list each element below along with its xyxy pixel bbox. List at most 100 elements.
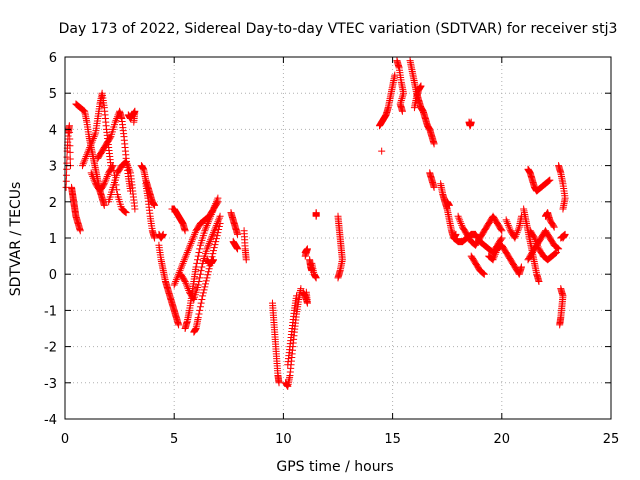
data-point <box>196 303 204 311</box>
data-point <box>86 142 94 150</box>
data-point <box>504 220 512 228</box>
data-point <box>204 218 212 226</box>
data-point <box>205 216 213 224</box>
data-point <box>194 314 202 322</box>
data-point <box>81 154 89 162</box>
y-tick-label: 6 <box>49 51 57 66</box>
data-point <box>211 225 219 233</box>
y-tick-label: 3 <box>49 160 57 175</box>
data-point <box>83 151 91 159</box>
data-point <box>202 225 210 233</box>
y-tick-label: -1 <box>44 304 57 319</box>
data-point <box>399 91 407 99</box>
data-point <box>215 226 223 234</box>
data-point <box>445 201 453 209</box>
data-point <box>91 178 99 186</box>
data-point <box>183 250 191 258</box>
data-point <box>200 286 208 294</box>
data-point <box>84 149 92 157</box>
data-point <box>66 142 74 150</box>
data-point <box>208 209 216 217</box>
data-point <box>211 241 219 249</box>
data-point <box>172 277 180 285</box>
data-point <box>108 163 116 171</box>
data-point <box>106 134 114 142</box>
data-point <box>185 286 193 294</box>
data-point <box>184 247 192 255</box>
data-point <box>203 274 211 282</box>
data-point <box>457 220 465 228</box>
y-tick-label: 5 <box>49 87 57 102</box>
data-point <box>89 136 97 144</box>
data-point <box>111 118 119 126</box>
data-point <box>195 310 203 318</box>
data-point <box>456 216 464 224</box>
data-point <box>491 250 499 258</box>
data-point <box>175 321 183 329</box>
data-point <box>550 223 558 231</box>
data-point <box>196 270 204 278</box>
data-point <box>489 256 497 264</box>
y-tick-label: -4 <box>44 413 57 428</box>
data-point <box>202 223 210 231</box>
data-point <box>88 171 96 179</box>
data-point <box>398 107 406 115</box>
axis-ticks: 0 5 10 15 20 25 -4 -3 -2 -1 0 1 2 3 4 5 6 <box>44 51 619 447</box>
data-point <box>90 133 98 141</box>
data-point <box>62 177 70 185</box>
data-point <box>102 174 110 182</box>
data-point <box>198 296 206 304</box>
y-tick-label: -3 <box>44 377 57 392</box>
data-point <box>180 258 188 266</box>
data-point <box>181 227 189 235</box>
y-tick-label: 2 <box>49 196 57 211</box>
x-tick-label: 10 <box>275 432 292 447</box>
data-point <box>301 252 309 260</box>
data-point <box>492 248 500 256</box>
data-point <box>497 235 505 243</box>
data-point <box>512 232 520 240</box>
data-point <box>101 178 109 186</box>
data-point <box>151 201 159 209</box>
data-point <box>184 285 192 293</box>
data-point <box>513 229 521 237</box>
data-point <box>121 208 129 216</box>
data-point <box>194 252 202 260</box>
data-point <box>532 238 540 246</box>
data-point <box>204 220 212 228</box>
data-point <box>554 244 562 252</box>
data-point <box>207 236 215 244</box>
data-point <box>188 238 196 246</box>
x-tick-label: 0 <box>61 432 69 447</box>
data-point <box>109 162 117 170</box>
data-point <box>214 194 222 202</box>
data-point <box>185 245 193 253</box>
data-point <box>178 261 186 269</box>
data-point <box>85 145 93 153</box>
data-point <box>82 153 90 161</box>
data-point <box>490 254 498 262</box>
data-point <box>191 229 199 237</box>
data-point <box>378 147 386 155</box>
data-point <box>91 131 99 139</box>
data-point <box>87 140 95 148</box>
data-point <box>151 234 159 242</box>
x-tick-label: 20 <box>494 432 511 447</box>
data-point <box>503 218 511 226</box>
data-point <box>511 234 519 242</box>
data-point <box>417 82 425 90</box>
data-point <box>214 229 222 237</box>
data-point <box>123 160 131 168</box>
data-point <box>183 283 191 291</box>
data-point <box>172 276 180 284</box>
data-point <box>100 180 108 188</box>
data-point <box>84 147 92 155</box>
data-point <box>66 155 74 163</box>
data-point <box>216 220 224 228</box>
data-point <box>79 106 87 114</box>
data-point <box>535 277 543 285</box>
data-point <box>505 223 513 231</box>
data-point <box>312 274 320 282</box>
data-point <box>212 198 220 206</box>
data-point <box>203 221 211 229</box>
